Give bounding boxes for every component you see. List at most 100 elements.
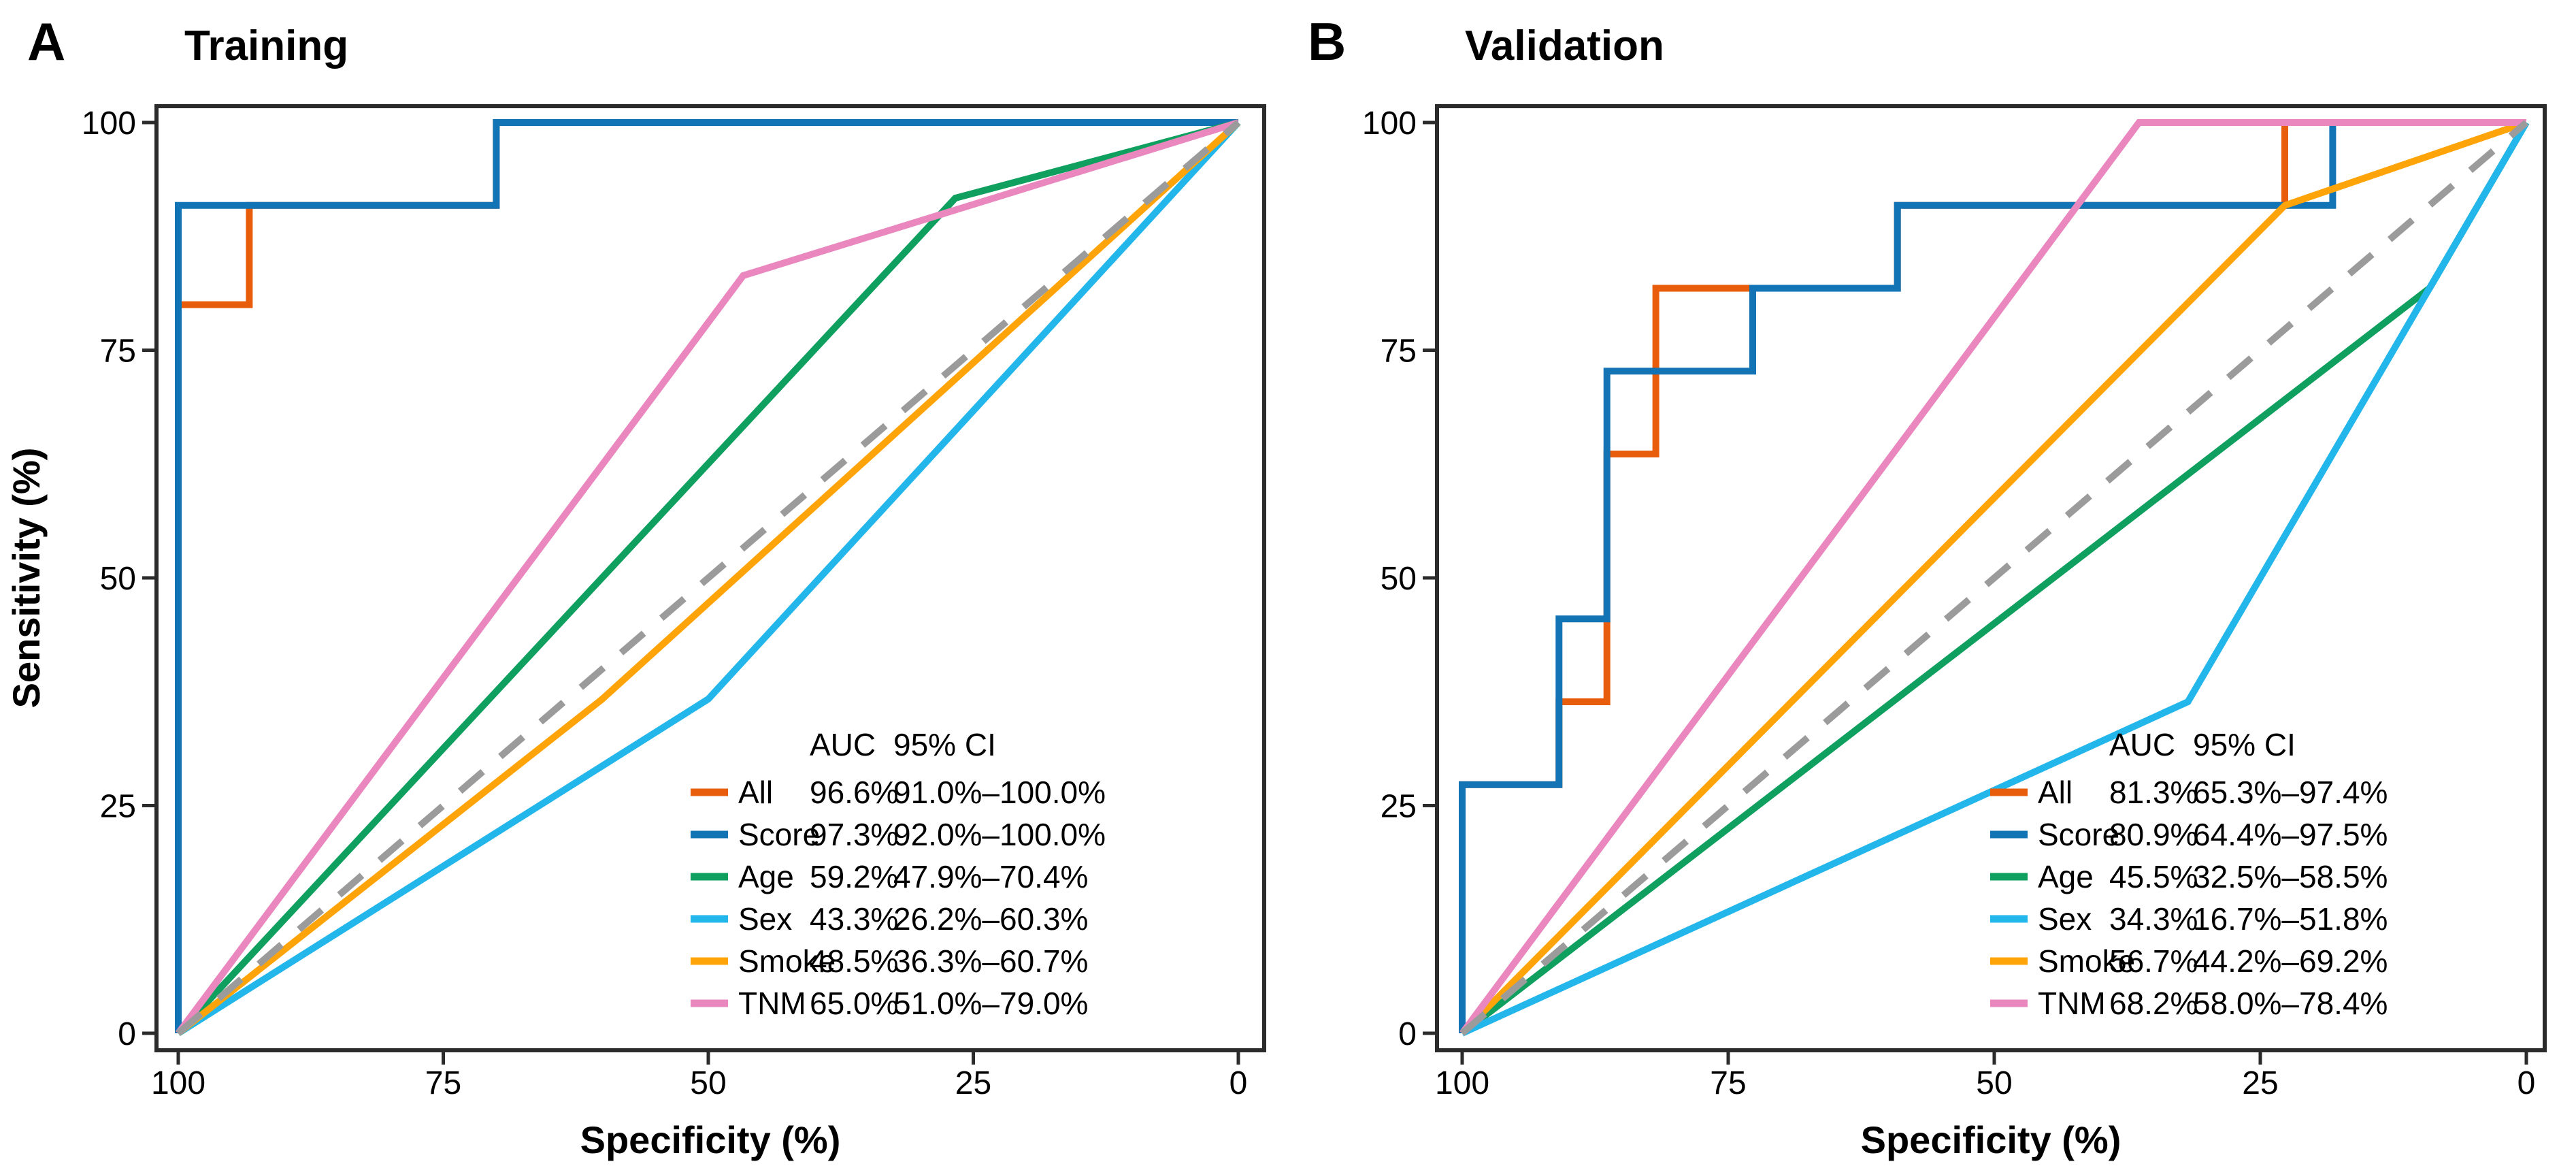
x-tick-label-training: 100 [151, 1065, 205, 1101]
legend-name-training: Sex [738, 901, 792, 937]
legend-row-sex-validation: Sex 34.3%16.7%–51.8% [1990, 901, 2388, 937]
legend-ci-header-training: 95% CI [893, 727, 996, 762]
legend-auc-header-validation: AUC [2109, 727, 2175, 762]
x-tick-label-training: 75 [425, 1065, 461, 1101]
legend-row-age-validation: Age 45.5%32.5%–58.5% [1990, 859, 2388, 894]
legend-ci-header-validation: 95% CI [2193, 727, 2296, 762]
roc-curve-sex-training [176, 120, 1241, 1037]
x-tick-label-validation: 100 [1435, 1065, 1489, 1101]
panel-border-training [154, 104, 1266, 1052]
x-axis-title-training: Specificity (%) [580, 1118, 841, 1161]
legend-ci-validation: 58.0%–78.4% [2193, 986, 2388, 1021]
roc-curve-tnm-validation [1459, 119, 2526, 1035]
panel-label-validation: B [1308, 12, 1346, 71]
roc-curve-score-validation [1459, 119, 2526, 1033]
legend-ci-training: 47.9%–70.4% [893, 859, 1088, 894]
legend-auc-header-training: AUC [810, 727, 876, 762]
y-tick-label-validation: 75 [1381, 334, 1417, 370]
roc-curve-smoke-training [176, 120, 1241, 1036]
legend-auc-training: 97.3% [810, 817, 898, 852]
legend-row-all-training: All 96.6%91.0%–100.0% [691, 775, 1106, 810]
roc-panel-validation: B Validation 100 75 50 25 0 0 25 50 75 100 Specifici… [5, 12, 2547, 1161]
x-tick-label-training: 25 [955, 1065, 991, 1101]
legend-name-training: Score [738, 817, 820, 852]
y-tick-label-training: 50 [100, 561, 136, 597]
legend-auc-validation: 56.7% [2109, 943, 2198, 979]
y-tick-label-validation: 25 [1381, 789, 1417, 825]
legend-ci-validation: 32.5%–58.5% [2193, 859, 2388, 894]
roc-curve-score-training [175, 119, 1238, 1033]
y-tick-label-validation: 100 [1362, 106, 1417, 142]
legend-name-training: TNM [738, 986, 806, 1021]
roc-curve-smoke-validation [1459, 119, 2528, 1036]
legend-row-sex-training: Sex 43.3%26.2%–60.3% [691, 901, 1088, 937]
legend-auc-validation: 34.3% [2109, 901, 2198, 937]
legend-auc-training: 65.0% [810, 986, 898, 1021]
legend-name-validation: Age [2038, 859, 2094, 894]
panel-title-training: Training [184, 22, 348, 69]
legend-ci-validation: 65.3%–97.4% [2193, 775, 2388, 810]
x-tick-label-training: 0 [1229, 1065, 1248, 1101]
legend-auc-training: 48.5% [810, 943, 898, 979]
x-tick-label-training: 50 [690, 1065, 726, 1101]
x-tick-label-validation: 50 [1976, 1065, 2012, 1101]
legend-name-validation: TNM [2038, 986, 2106, 1021]
legend-ci-validation: 64.4%–97.5% [2193, 817, 2388, 852]
y-tick-label-validation: 0 [1398, 1016, 1417, 1052]
legend-name-validation: Sex [2038, 901, 2092, 937]
legend-auc-validation: 68.2% [2109, 986, 2198, 1021]
panel-label-training: A [27, 12, 65, 71]
legend-auc-validation: 80.9% [2109, 817, 2198, 852]
legend-ci-training: 51.0%–79.0% [893, 986, 1088, 1021]
x-tick-label-validation: 75 [1710, 1065, 1746, 1101]
reference-diagonal-training [176, 120, 1241, 1036]
y-tick-label-validation: 50 [1381, 561, 1417, 597]
panel-title-validation: Validation [1465, 22, 1664, 69]
legend-row-all-validation: All 81.3%65.3%–97.4% [1990, 775, 2388, 810]
legend-name-validation: All [2038, 775, 2073, 810]
legend-ci-training: 26.2%–60.3% [893, 901, 1088, 937]
legend-row-tnm-validation: TNM 68.2%58.0%–78.4% [1990, 986, 2388, 1021]
legend-row-tnm-training: TNM 65.0%51.0%–79.0% [691, 986, 1088, 1021]
legend-name-training: Smoke [738, 943, 836, 979]
legend-name-training: All [738, 775, 773, 810]
legend-auc-validation: 45.5% [2109, 859, 2198, 894]
legend-ci-training: 91.0%–100.0% [893, 775, 1106, 810]
roc-curve-sex-validation [1460, 120, 2530, 1037]
y-tick-label-training: 100 [82, 106, 136, 142]
legend-training: AUC 95% CI All 96.6%91.0%–100.0% Score97.3%9… [691, 727, 1106, 1021]
x-axis-title-validation: Specificity (%) [1861, 1118, 2121, 1161]
x-tick-label-validation: 25 [2242, 1065, 2278, 1101]
y-axis-title-training: Sensitivity (%) [5, 448, 48, 709]
roc-panel-training: A Training 100 75 50 25 0 0 25 50 75 100 Specificity… [5, 12, 1266, 1161]
legend-auc-training: 43.3% [810, 901, 898, 937]
legend-auc-validation: 81.3% [2109, 775, 2198, 810]
x-tick-label-validation: 0 [2517, 1065, 2536, 1101]
y-tick-label-training: 75 [100, 334, 136, 370]
reference-diagonal-validation [1459, 120, 2529, 1036]
legend-ci-training: 92.0%–100.0% [893, 817, 1106, 852]
y-axis-title-validation: Sensitivity (%) [5, 448, 48, 709]
legend-ci-training: 36.3%–60.7% [893, 943, 1088, 979]
panel-border-validation [1435, 104, 2547, 1052]
roc-curve-tnm-training [175, 119, 1240, 1035]
legend-name-training: Age [738, 859, 794, 894]
legend-ci-validation: 16.7%–51.8% [2193, 901, 2388, 937]
y-tick-label-training: 0 [118, 1016, 136, 1052]
legend-name-validation: Smoke [2038, 943, 2135, 979]
legend-validation: AUC 95% CI All 81.3%65.3%–97.4% Score80.9%64… [1990, 727, 2388, 1021]
legend-ci-validation: 44.2%–69.2% [2193, 943, 2388, 979]
y-tick-label-training: 25 [100, 789, 136, 825]
legend-auc-training: 59.2% [810, 859, 898, 894]
legend-name-validation: Score [2038, 817, 2119, 852]
legend-auc-training: 96.6% [810, 775, 898, 810]
legend-row-age-training: Age 59.2%47.9%–70.4% [691, 859, 1088, 894]
roc-curve-age-training [176, 119, 1240, 1036]
